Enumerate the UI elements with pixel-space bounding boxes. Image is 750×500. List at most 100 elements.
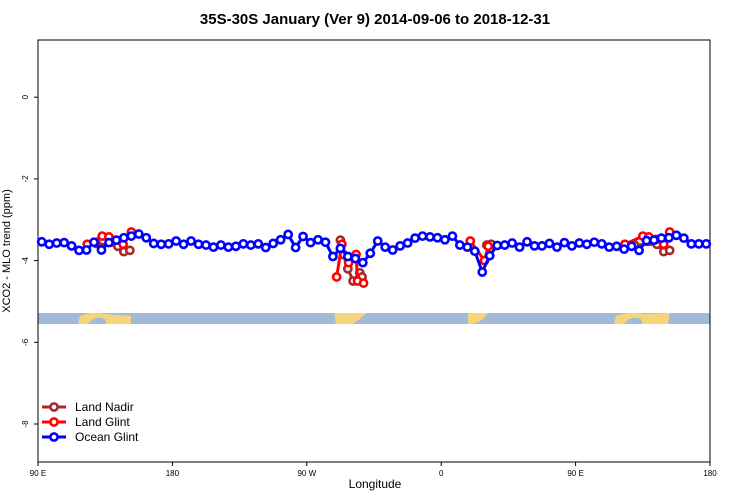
point bbox=[238, 238, 249, 249]
point bbox=[574, 238, 585, 248]
point bbox=[619, 244, 630, 255]
point bbox=[380, 242, 391, 253]
land-shape bbox=[88, 317, 106, 324]
point bbox=[529, 240, 540, 251]
point bbox=[372, 236, 383, 246]
point bbox=[484, 250, 495, 261]
x-tick-label: 180 bbox=[703, 469, 717, 478]
point bbox=[245, 240, 256, 250]
point bbox=[566, 240, 577, 251]
point bbox=[649, 235, 659, 246]
point bbox=[454, 240, 465, 250]
point bbox=[208, 242, 219, 253]
point bbox=[163, 238, 174, 249]
point bbox=[290, 242, 301, 253]
point bbox=[432, 232, 443, 243]
point bbox=[686, 238, 697, 249]
y-tick-label: -4 bbox=[21, 256, 30, 264]
point bbox=[81, 245, 92, 255]
point bbox=[350, 253, 361, 264]
point bbox=[230, 241, 241, 252]
point bbox=[156, 239, 167, 250]
y-tick-label: -6 bbox=[21, 338, 30, 346]
point bbox=[701, 238, 712, 249]
point bbox=[514, 242, 525, 253]
x-tick-label: 0 bbox=[439, 469, 444, 478]
point bbox=[664, 232, 674, 243]
x-axis-label: Longitude bbox=[349, 477, 402, 491]
point bbox=[275, 234, 286, 245]
legend-label: Ocean Glint bbox=[75, 430, 139, 444]
point bbox=[410, 233, 420, 244]
point bbox=[178, 239, 189, 250]
point bbox=[499, 240, 510, 250]
point bbox=[66, 240, 77, 251]
point bbox=[96, 245, 107, 255]
point bbox=[522, 236, 532, 247]
land-mask bbox=[38, 312, 710, 324]
point bbox=[335, 243, 346, 254]
point bbox=[693, 238, 704, 249]
point bbox=[44, 239, 55, 250]
point bbox=[216, 240, 226, 250]
point bbox=[559, 237, 570, 248]
point bbox=[111, 235, 122, 246]
x-tick-label: 90 W bbox=[297, 469, 316, 478]
point bbox=[104, 237, 114, 248]
point bbox=[365, 248, 376, 259]
point bbox=[260, 242, 271, 253]
point bbox=[186, 236, 196, 246]
point bbox=[133, 229, 144, 239]
point bbox=[596, 238, 607, 249]
point bbox=[357, 257, 368, 268]
legend-marker bbox=[49, 402, 59, 412]
point bbox=[462, 242, 473, 253]
point bbox=[193, 239, 204, 250]
point bbox=[74, 245, 84, 256]
legend-label: Land Nadir bbox=[75, 400, 134, 414]
point bbox=[201, 240, 211, 250]
point bbox=[313, 234, 323, 245]
legend-marker bbox=[49, 432, 59, 442]
point bbox=[283, 229, 294, 240]
point bbox=[342, 251, 353, 262]
point bbox=[118, 232, 129, 243]
point bbox=[358, 278, 369, 288]
point bbox=[447, 231, 458, 241]
point bbox=[544, 238, 555, 249]
point bbox=[320, 237, 331, 248]
point bbox=[641, 235, 652, 246]
legend-marker bbox=[49, 417, 59, 427]
point bbox=[387, 245, 398, 255]
point bbox=[664, 245, 675, 256]
point bbox=[89, 237, 99, 248]
point bbox=[469, 246, 480, 257]
x-tick-label: 90 E bbox=[30, 469, 46, 478]
point bbox=[507, 238, 518, 248]
point bbox=[626, 241, 637, 252]
point bbox=[678, 233, 689, 244]
point bbox=[126, 231, 137, 241]
point bbox=[492, 240, 503, 251]
point bbox=[656, 233, 667, 244]
y-tick-label: 0 bbox=[21, 94, 30, 99]
point bbox=[171, 236, 182, 246]
point bbox=[124, 245, 135, 256]
point bbox=[395, 240, 406, 251]
point bbox=[604, 242, 615, 253]
point bbox=[671, 230, 682, 241]
land-shape bbox=[624, 317, 642, 324]
y-tick-label: -2 bbox=[21, 175, 30, 183]
point bbox=[223, 242, 234, 253]
point bbox=[298, 231, 308, 242]
x-tick-label: 90 E bbox=[567, 469, 583, 478]
point bbox=[483, 241, 494, 252]
point bbox=[328, 251, 338, 262]
plot-frame bbox=[37, 39, 711, 463]
ocean-strip bbox=[38, 313, 710, 324]
point bbox=[331, 272, 342, 282]
y-tick-label: -8 bbox=[21, 420, 30, 428]
point bbox=[141, 232, 152, 243]
point bbox=[253, 238, 264, 249]
